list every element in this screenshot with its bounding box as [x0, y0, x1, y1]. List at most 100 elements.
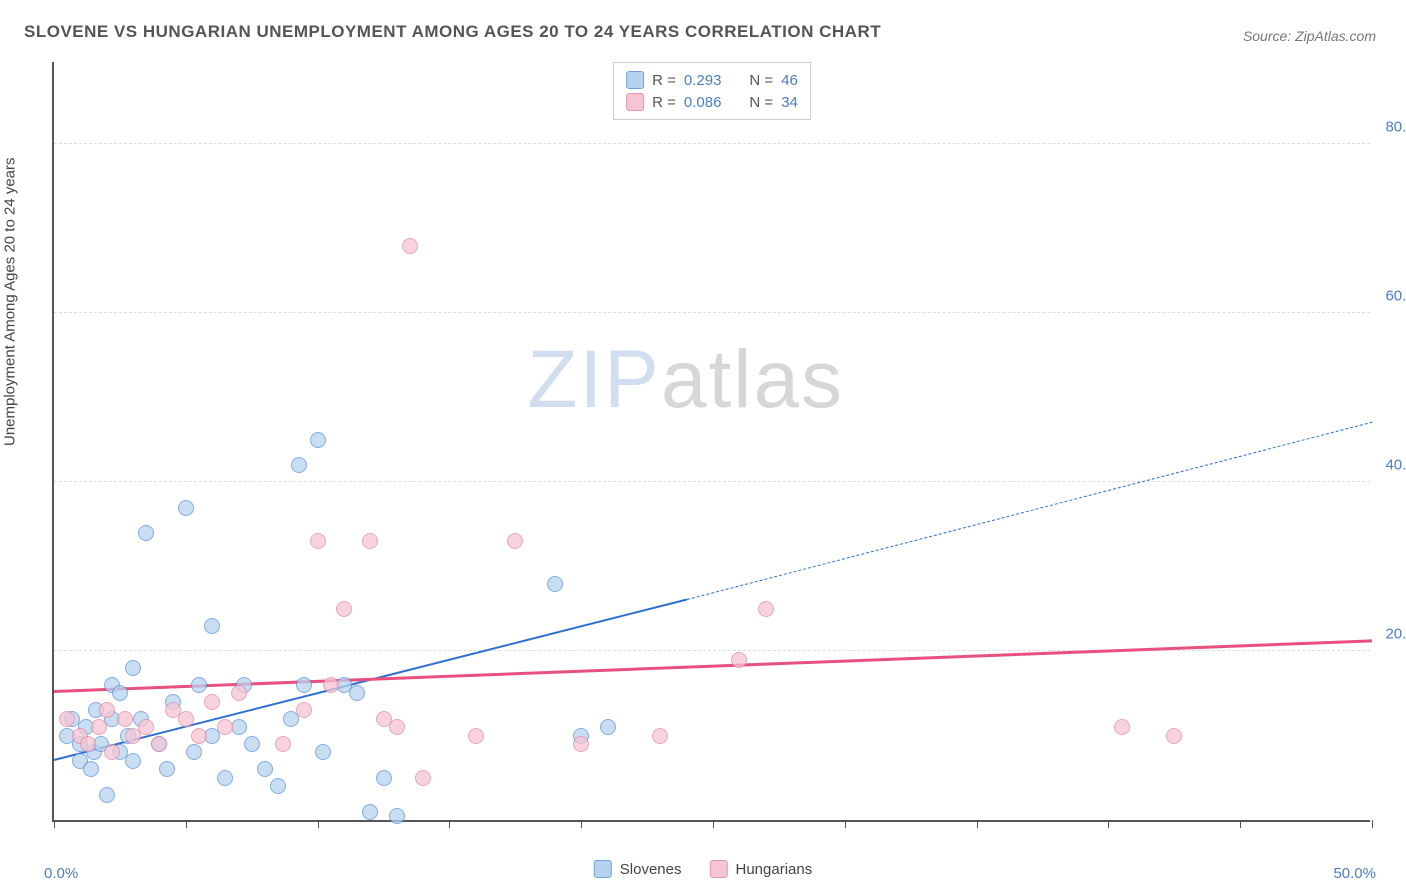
x-tick	[318, 820, 319, 828]
x-axis-min-label: 0.0%	[44, 865, 78, 882]
data-point	[362, 533, 378, 549]
data-point	[1166, 728, 1182, 744]
data-point	[547, 576, 563, 592]
x-axis-max-label: 50.0%	[1333, 865, 1376, 882]
watermark-zip: ZIP	[527, 334, 661, 425]
data-point	[336, 601, 352, 617]
data-point	[402, 238, 418, 254]
gridline	[54, 312, 1370, 313]
data-point	[125, 660, 141, 676]
source-attribution: Source: ZipAtlas.com	[1243, 28, 1376, 44]
x-tick	[713, 820, 714, 828]
x-tick	[977, 820, 978, 828]
gridline	[54, 650, 1370, 651]
r-label: R =	[652, 94, 676, 111]
watermark: ZIPatlas	[527, 333, 844, 427]
data-point	[315, 744, 331, 760]
data-point	[59, 711, 75, 727]
data-point	[389, 808, 405, 824]
data-point	[204, 694, 220, 710]
scatter-plot: ZIPatlas R =0.293N =46R =0.086N =34 20.0…	[52, 62, 1370, 822]
n-value: 34	[781, 94, 798, 111]
r-value: 0.086	[684, 94, 722, 111]
data-point	[600, 719, 616, 735]
gridline	[54, 143, 1370, 144]
trend-line	[686, 422, 1372, 600]
data-point	[217, 719, 233, 735]
y-tick-label: 80.0%	[1385, 119, 1406, 136]
legend-correlation-row: R = 0.293 N = 46	[626, 69, 798, 91]
data-point	[415, 770, 431, 786]
data-point	[99, 702, 115, 718]
data-point	[652, 728, 668, 744]
x-tick	[845, 820, 846, 828]
r-value: 0.293	[684, 72, 722, 89]
data-point	[376, 770, 392, 786]
data-point	[296, 677, 312, 693]
x-tick	[581, 820, 582, 828]
data-point	[507, 533, 523, 549]
legend-swatch-icon	[626, 93, 644, 111]
data-point	[362, 804, 378, 820]
data-point	[310, 533, 326, 549]
data-point	[275, 736, 291, 752]
data-point	[91, 719, 107, 735]
data-point	[310, 432, 326, 448]
data-point	[125, 753, 141, 769]
data-point	[104, 744, 120, 760]
legend-swatch-icon	[594, 860, 612, 878]
data-point	[138, 525, 154, 541]
legend-series-label: Slovenes	[620, 861, 682, 878]
correlation-legend: R = 0.293 N = 46 R = 0.086 N = 34	[613, 62, 811, 120]
gridline	[54, 481, 1370, 482]
data-point	[99, 787, 115, 803]
data-point	[468, 728, 484, 744]
data-point	[270, 778, 286, 794]
data-point	[231, 685, 247, 701]
x-tick	[1372, 820, 1373, 828]
legend-correlation-row: R = 0.086 N = 34	[626, 91, 798, 113]
data-point	[83, 761, 99, 777]
data-point	[389, 719, 405, 735]
data-point	[349, 685, 365, 701]
legend-swatch-icon	[626, 71, 644, 89]
data-point	[291, 457, 307, 473]
series-legend: Slovenes Hungarians	[594, 860, 812, 878]
data-point	[257, 761, 273, 777]
data-point	[758, 601, 774, 617]
y-tick-label: 20.0%	[1385, 626, 1406, 643]
data-point	[178, 711, 194, 727]
y-tick-label: 40.0%	[1385, 457, 1406, 474]
data-point	[323, 677, 339, 693]
legend-series-label: Hungarians	[736, 861, 813, 878]
data-point	[204, 618, 220, 634]
x-tick	[449, 820, 450, 828]
data-point	[1114, 719, 1130, 735]
data-point	[117, 711, 133, 727]
data-point	[731, 652, 747, 668]
data-point	[191, 677, 207, 693]
n-label: N =	[749, 72, 773, 89]
chart-title: SLOVENE VS HUNGARIAN UNEMPLOYMENT AMONG …	[24, 22, 881, 42]
n-value: 46	[781, 72, 798, 89]
data-point	[80, 736, 96, 752]
x-tick	[186, 820, 187, 828]
data-point	[112, 685, 128, 701]
data-point	[191, 728, 207, 744]
data-point	[159, 761, 175, 777]
legend-swatch-icon	[710, 860, 728, 878]
x-tick	[54, 820, 55, 828]
legend-series-item: Hungarians	[710, 860, 813, 878]
data-point	[217, 770, 233, 786]
n-label: N =	[749, 94, 773, 111]
x-tick	[1240, 820, 1241, 828]
data-point	[151, 736, 167, 752]
data-point	[186, 744, 202, 760]
legend-series-item: Slovenes	[594, 860, 682, 878]
r-label: R =	[652, 72, 676, 89]
y-axis-title: Unemployment Among Ages 20 to 24 years	[2, 157, 19, 446]
data-point	[573, 736, 589, 752]
y-tick-label: 60.0%	[1385, 288, 1406, 305]
data-point	[244, 736, 260, 752]
data-point	[138, 719, 154, 735]
